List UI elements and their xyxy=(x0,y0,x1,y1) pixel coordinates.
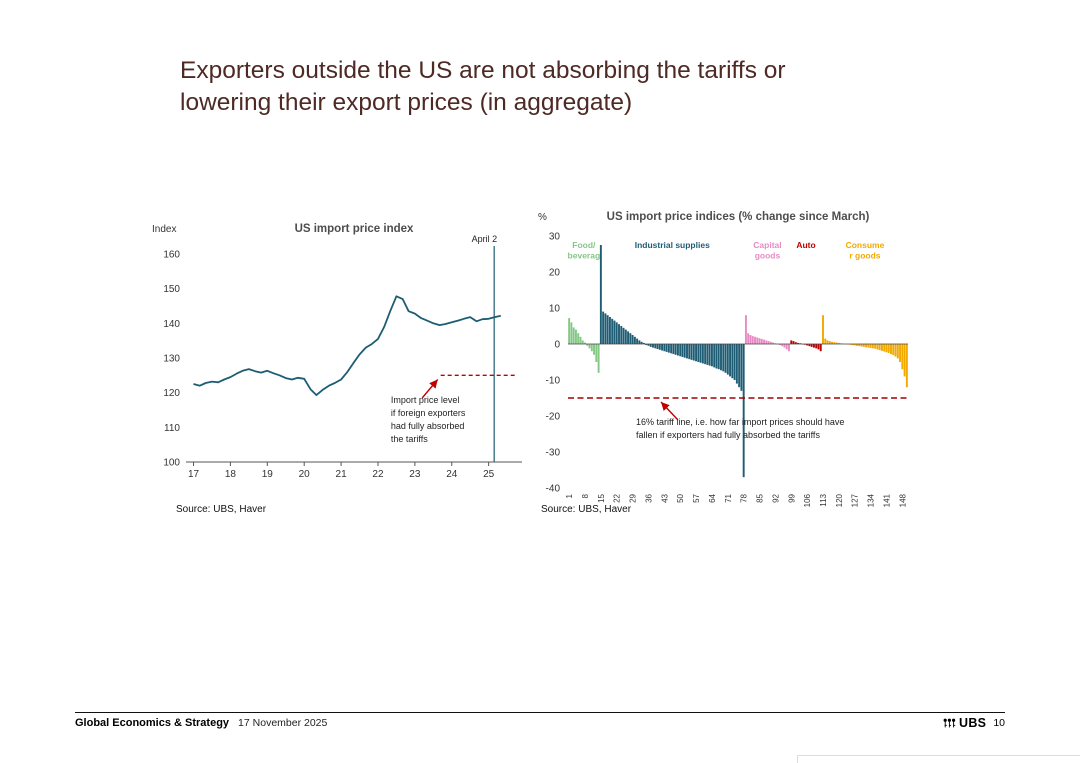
svg-text:99: 99 xyxy=(787,493,796,502)
y-axis-ticks: 30 20 10 0 -10 -20 -30 -40 xyxy=(546,232,561,495)
svg-text:-40: -40 xyxy=(546,484,561,495)
svg-text:r goods: r goods xyxy=(849,251,880,261)
svg-text:57: 57 xyxy=(692,493,701,502)
svg-text:23: 23 xyxy=(409,469,421,480)
footer-left: Global Economics & Strategy 17 November … xyxy=(75,717,327,729)
svg-text:140: 140 xyxy=(163,319,180,330)
svg-text:22: 22 xyxy=(372,469,384,480)
tariff-annotation: 16% tariff line, i.e. how far import pri… xyxy=(636,417,844,440)
april2-label: April 2 xyxy=(472,234,498,244)
annotation-text: Import price level if foreign exporters ha… xyxy=(391,395,466,444)
svg-text:19: 19 xyxy=(262,469,274,480)
svg-text:Industrial supplies: Industrial supplies xyxy=(635,240,710,250)
slide-title: Exporters outside the US are not absorbi… xyxy=(180,57,786,117)
svg-text:43: 43 xyxy=(660,493,669,502)
footer-rule xyxy=(75,712,1005,713)
footer-right: UBS 10 xyxy=(943,716,1005,730)
svg-text:1: 1 xyxy=(565,493,574,498)
svg-text:50: 50 xyxy=(676,493,685,502)
svg-text:15: 15 xyxy=(597,493,606,502)
tariff-annotation-arrow xyxy=(660,401,679,421)
svg-text:113: 113 xyxy=(819,493,828,506)
svg-text:134: 134 xyxy=(867,493,876,507)
svg-text:160: 160 xyxy=(163,250,180,261)
svg-text:the tariffs: the tariffs xyxy=(391,434,428,444)
svg-text:130: 130 xyxy=(163,354,180,365)
svg-text:64: 64 xyxy=(708,493,717,502)
svg-text:78: 78 xyxy=(740,493,749,502)
svg-text:16% tariff line, i.e. how far: 16% tariff line, i.e. how far import pri… xyxy=(636,417,844,427)
svg-text:92: 92 xyxy=(771,493,780,502)
svg-text:21: 21 xyxy=(336,469,348,480)
footer-section: Global Economics & Strategy xyxy=(75,717,230,729)
svg-text:-20: -20 xyxy=(546,412,561,423)
svg-text:85: 85 xyxy=(756,493,765,502)
bar-chart-source: Source: UBS, Haver xyxy=(541,504,632,515)
y-axis-ticks: 100 110 120 130 140 150 160 xyxy=(163,250,180,469)
svg-text:150: 150 xyxy=(163,284,180,295)
svg-text:Consume: Consume xyxy=(846,240,885,250)
svg-text:30: 30 xyxy=(549,232,561,243)
line-chart-title: US import price index xyxy=(295,223,414,235)
svg-text:Auto: Auto xyxy=(796,240,815,250)
line-chart-panel: US import price index Index 100 110 120 130 14… xyxy=(150,216,530,508)
y-axis-label: % xyxy=(538,212,547,223)
svg-text:if foreign exporters: if foreign exporters xyxy=(391,408,466,418)
svg-text:20: 20 xyxy=(299,469,311,480)
line-chart: US import price index Index 100 110 120 130 14… xyxy=(152,223,522,480)
ubs-keys-logo xyxy=(943,718,956,727)
svg-text:36: 36 xyxy=(644,493,653,502)
svg-text:25: 25 xyxy=(483,469,495,480)
svg-text:141: 141 xyxy=(882,493,891,507)
svg-text:20: 20 xyxy=(549,268,561,279)
svg-text:goods: goods xyxy=(755,251,781,261)
svg-text:110: 110 xyxy=(164,423,180,434)
svg-text:148: 148 xyxy=(898,493,907,507)
footer: Global Economics & Strategy 17 November … xyxy=(75,716,1005,730)
page-number: 10 xyxy=(993,717,1005,729)
svg-text:17: 17 xyxy=(188,469,200,480)
line-chart-source: Source: UBS, Haver xyxy=(176,504,267,515)
svg-text:120: 120 xyxy=(163,388,180,399)
svg-text:fallen if exporters had fully: fallen if exporters had fully absorbed t… xyxy=(636,430,820,440)
svg-text:100: 100 xyxy=(163,458,180,469)
svg-text:22: 22 xyxy=(613,493,622,502)
svg-text:-30: -30 xyxy=(546,448,561,459)
bar-chart-title: US import price indices (% change since … xyxy=(607,211,870,223)
svg-text:106: 106 xyxy=(803,493,812,507)
category-labels: Food/beverag Industrial supplies Capitalgo… xyxy=(568,240,885,261)
x-axis-ticks: 17 18 19 20 21 22 23 24 25 xyxy=(188,462,495,480)
svg-text:71: 71 xyxy=(724,493,733,502)
svg-text:24: 24 xyxy=(446,469,458,480)
svg-text:-10: -10 xyxy=(546,376,561,387)
bars-group xyxy=(568,245,908,478)
x-axis-ticks: 1 8 15 22 29 36 43 50 57 64 71 78 85 92 99 106 113 120 127… xyxy=(565,493,907,507)
svg-text:0: 0 xyxy=(554,340,560,351)
svg-text:beverag: beverag xyxy=(568,251,601,261)
bar-chart-panel: US import price indices (% change since … xyxy=(532,204,927,512)
y-axis-label: Index xyxy=(152,224,176,235)
svg-text:18: 18 xyxy=(225,469,237,480)
svg-text:10: 10 xyxy=(549,304,561,315)
bar-chart: US import price indices (% change since … xyxy=(538,211,908,507)
ubs-wordmark: UBS xyxy=(959,716,987,730)
svg-text:8: 8 xyxy=(581,493,590,498)
svg-text:had fully absorbed: had fully absorbed xyxy=(391,421,465,431)
svg-text:Import price level: Import price level xyxy=(391,395,460,405)
footer-date: 17 November 2025 xyxy=(238,717,328,729)
annotation-arrow xyxy=(421,379,439,399)
svg-text:127: 127 xyxy=(851,493,860,507)
svg-text:Capital: Capital xyxy=(753,240,781,250)
svg-text:Food/: Food/ xyxy=(572,240,596,250)
svg-text:29: 29 xyxy=(629,493,638,502)
cropped-overlay-edge xyxy=(797,755,1080,763)
svg-text:120: 120 xyxy=(835,493,844,507)
price-line xyxy=(193,295,502,397)
